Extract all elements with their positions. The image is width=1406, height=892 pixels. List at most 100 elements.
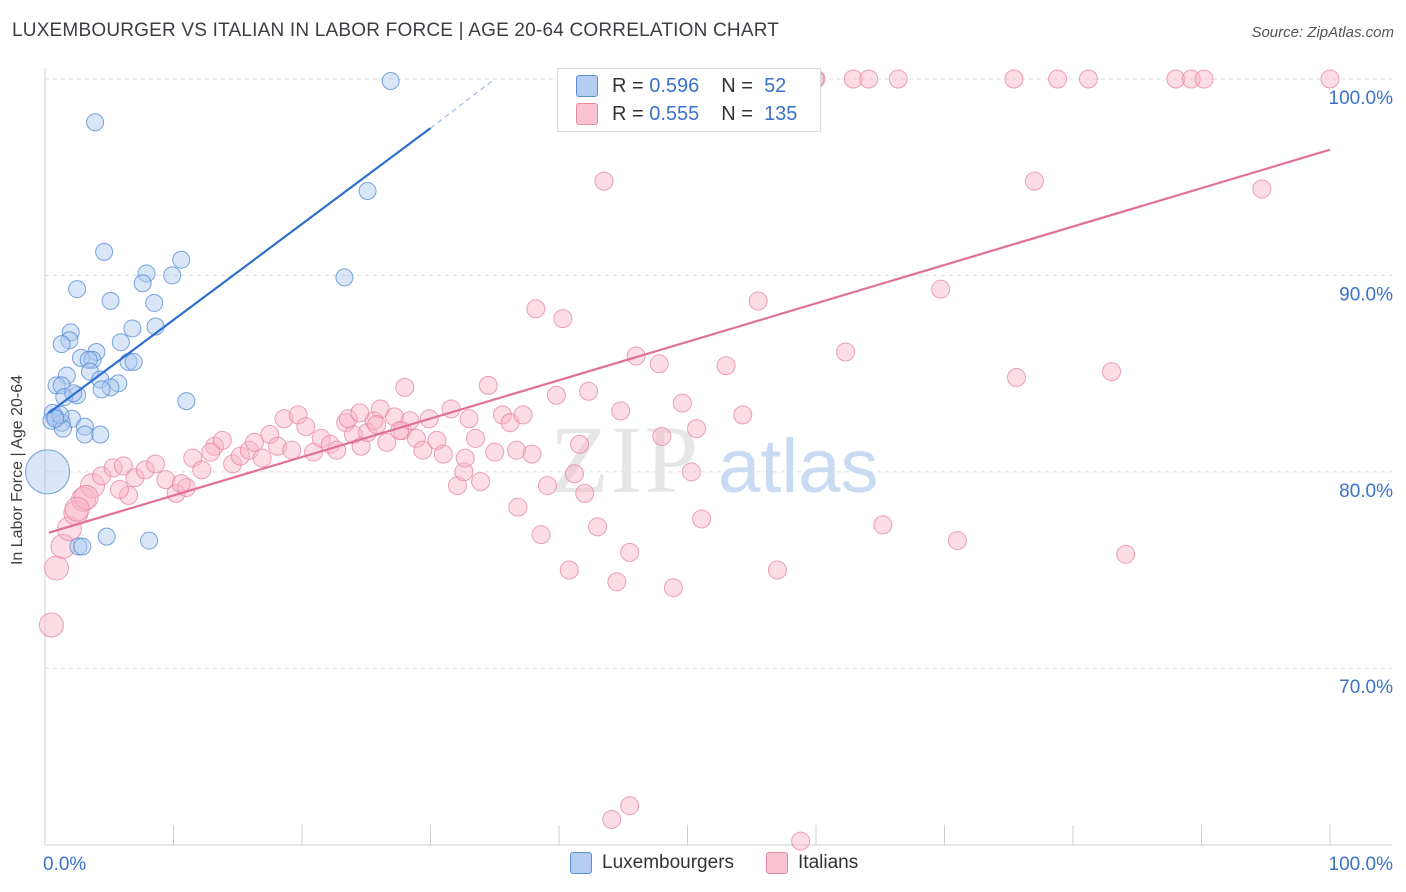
italian-point (1194, 69, 1214, 89)
italian-point (1252, 179, 1272, 199)
watermark-zip: ZIP (550, 406, 700, 513)
italian-point (56, 516, 82, 542)
italian-point (570, 434, 590, 454)
italian-point (119, 485, 139, 505)
legend-n-value: 52 (764, 74, 787, 97)
italian-point (492, 405, 512, 425)
italian-point (44, 555, 70, 581)
italian-point (873, 515, 893, 535)
italian-point (64, 496, 90, 522)
italian-point (92, 466, 112, 486)
trend-lines (48, 78, 1331, 534)
italian-point (672, 393, 692, 413)
italian-point (1006, 368, 1026, 388)
luxembourger-point (381, 71, 400, 90)
luxembourger-point (140, 531, 159, 550)
luxembourger-point (75, 425, 94, 444)
luxembourger-point (69, 537, 88, 556)
italian-point (1078, 69, 1098, 89)
italian-point (931, 279, 951, 299)
watermark-atlas: atlas (718, 424, 879, 509)
italian-point (146, 454, 166, 474)
italian-point (553, 309, 573, 329)
italian-point (681, 462, 701, 482)
luxembourger-point (101, 291, 120, 310)
y-tick-label: 80.0% (1339, 481, 1393, 502)
luxembourger-point (75, 417, 94, 436)
gridlines (45, 78, 1392, 669)
italian-point (1024, 171, 1044, 191)
italian-point (274, 409, 294, 429)
italian-point (192, 460, 212, 480)
italians-trend-line (48, 148, 1331, 534)
luxembourgers-trend-extension (430, 78, 496, 129)
legend-r-value: 0.555 (649, 102, 700, 125)
italian-point (478, 375, 498, 395)
luxembourgers-points (25, 71, 400, 556)
italian-point (459, 409, 479, 429)
luxembourger-point (137, 264, 156, 283)
luxembourger-point (91, 425, 110, 444)
italian-point (531, 525, 551, 545)
legend-r-label: R = (612, 74, 644, 97)
italian-point (791, 831, 811, 851)
italian-point (244, 432, 264, 452)
italian-point (395, 377, 415, 397)
italian-point (212, 430, 232, 450)
italian-point (652, 426, 672, 446)
italian-point (579, 381, 599, 401)
italian-point (602, 809, 622, 829)
italian-point (686, 419, 706, 439)
italian-point (537, 476, 557, 496)
luxembourger-point (335, 268, 354, 287)
x-tick-label: 0.0% (43, 854, 86, 875)
italian-point (663, 578, 683, 598)
luxembourger-point (73, 537, 92, 556)
legend-swatch-luxembourgers (576, 75, 598, 97)
luxembourger-point (92, 380, 111, 399)
legend-r-label: R = (612, 102, 644, 125)
italian-point (1116, 544, 1136, 564)
italian-point (223, 454, 243, 474)
italian-point (649, 354, 669, 374)
italian-point (522, 444, 542, 464)
italian-point (296, 417, 316, 437)
legend-r-value: 0.596 (649, 74, 700, 97)
italian-point (282, 440, 302, 460)
italian-point (413, 440, 433, 460)
legend-row-italians: R = 0.555 N = 135 (558, 100, 797, 128)
luxembourger-point (53, 419, 72, 438)
italian-point (692, 509, 712, 529)
italian-point (433, 444, 453, 464)
italian-point (559, 560, 579, 580)
italian-point (859, 69, 879, 89)
italian-point (268, 436, 288, 456)
legend-swatch-luxembourgers (570, 852, 592, 874)
legend-label-luxembourgers: Luxembourgers (602, 852, 735, 873)
italian-point (171, 474, 191, 494)
italian-point (508, 497, 528, 517)
italian-point (1102, 362, 1122, 382)
italian-point (1004, 69, 1024, 89)
luxembourger-point (177, 392, 196, 411)
italian-point (311, 428, 331, 448)
luxembourger-point (124, 352, 143, 371)
legend-swatch-italians (766, 852, 789, 874)
luxembourger-point (71, 348, 90, 367)
luxembourgers-trend-line (48, 127, 432, 414)
italian-point (947, 531, 967, 551)
luxembourger-point (145, 293, 164, 312)
source-credit: Source: ZipAtlas.com (1251, 24, 1394, 41)
italian-point (125, 468, 145, 488)
italian-point (350, 403, 370, 423)
italian-point (767, 560, 787, 580)
italian-point (201, 442, 221, 462)
italian-point (888, 69, 908, 89)
tick-labels: 70.0% 80.0% 90.0% 100.0% 0.0% 100.0% (43, 88, 1393, 875)
italian-point (588, 517, 608, 537)
correlation-legend: R = 0.596 N = 52 R = 0.555 N = 135 (557, 68, 821, 132)
italian-point (156, 470, 176, 490)
italian-point (113, 456, 133, 476)
luxembourger-point (172, 250, 191, 269)
